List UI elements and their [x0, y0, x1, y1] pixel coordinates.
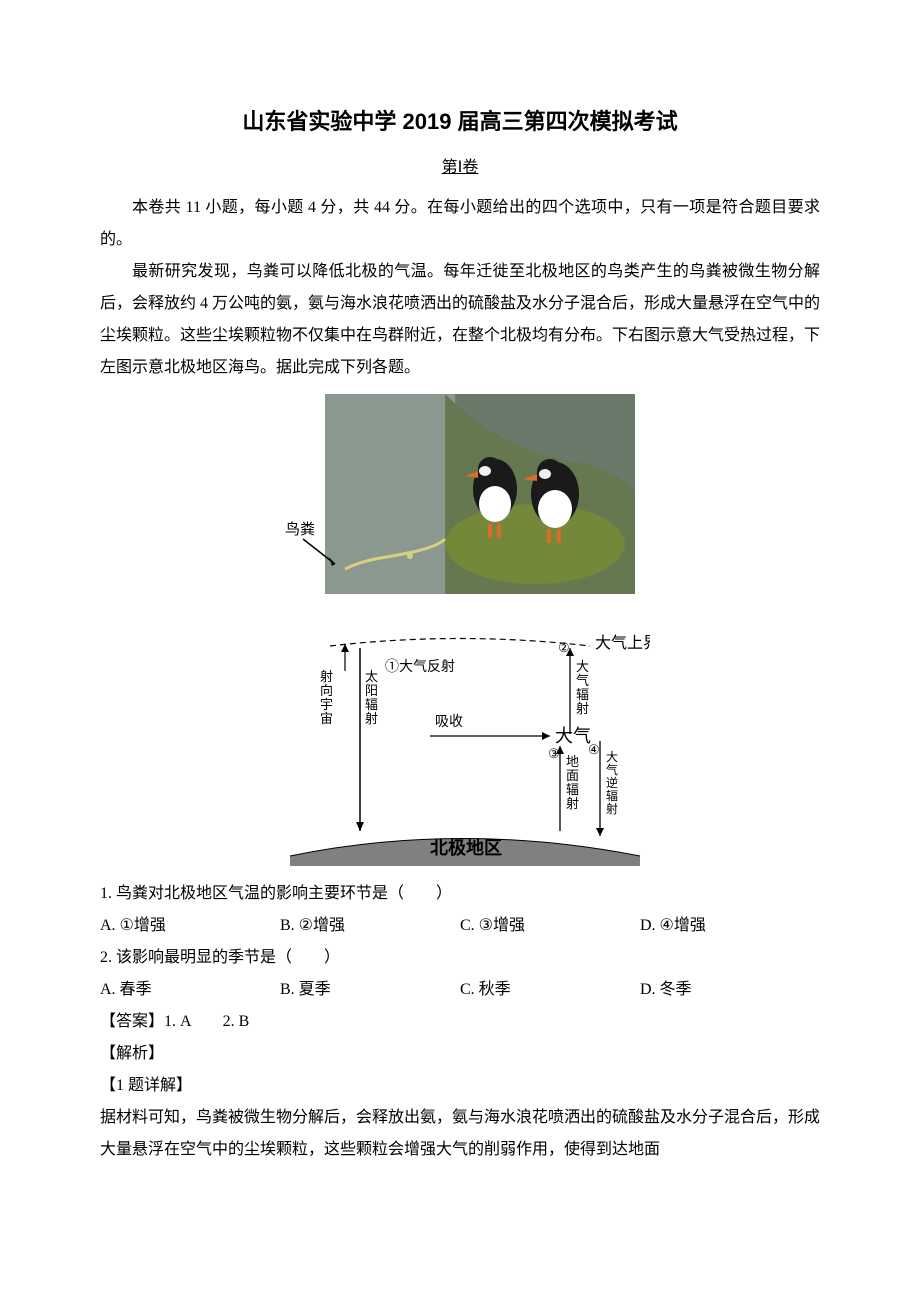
q1-option-a: A. ①增强	[100, 910, 280, 942]
diagram-label-1: ①大气反射	[385, 659, 455, 675]
q1-options: A. ①增强 B. ②增强 C. ③增强 D. ④增强	[100, 910, 820, 942]
q1-option-b: B. ②增强	[280, 910, 460, 942]
section-subtitle: 第Ⅰ卷	[100, 152, 820, 184]
photo-label: 鸟粪	[285, 521, 315, 538]
diagram-atmos-label: 大气	[555, 726, 591, 746]
q2-option-d: D. 冬季	[640, 974, 820, 1006]
q1-option-c: C. ③增强	[460, 910, 640, 942]
diagram-top-boundary: 大气上界	[595, 634, 650, 652]
q1-option-d: D. ④增强	[640, 910, 820, 942]
passage-text: 最新研究发现，鸟粪可以降低北极的气温。每年迁徙至北极地区的鸟类产生的鸟粪被微生物…	[100, 256, 820, 384]
diagram-label-4-prefix: ④	[588, 742, 600, 757]
q1-detail-head: 【1 题详解】	[100, 1070, 820, 1102]
bird-photo-svg: 鸟粪	[285, 394, 635, 614]
atmosphere-diagram-svg: 大气上界 北极地区 大气 射向宇宙 太阳辐射 ①大气反射 吸收	[270, 626, 650, 866]
svg-text:太阳辐射: 太阳辐射	[365, 669, 378, 726]
q1-detail-text: 据材料可知，鸟粪被微生物分解后，会释放出氨，氨与海水浪花喷洒出的硫酸盐及水分子混…	[100, 1102, 820, 1166]
diagram-label-2-prefix: ②	[558, 640, 570, 655]
q2-option-c: C. 秋季	[460, 974, 640, 1006]
q2-stem: 2. 该影响最明显的季节是（ ）	[100, 942, 820, 974]
exam-title: 山东省实验中学 2019 届高三第四次模拟考试	[100, 100, 820, 144]
q1-stem: 1. 鸟粪对北极地区气温的影响主要环节是（ ）	[100, 878, 820, 910]
svg-text:大气逆辐射: 大气逆辐射	[606, 750, 618, 816]
diagram-label-3-prefix: ③	[548, 746, 560, 761]
answer-line: 【答案】1. A 2. B	[100, 1006, 820, 1038]
q2-option-b: B. 夏季	[280, 974, 460, 1006]
figure-container: 鸟粪 大气上界 北极地区 大气 射向宇宙 太阳辐射	[100, 394, 820, 878]
q2-option-a: A. 春季	[100, 974, 280, 1006]
q2-options: A. 春季 B. 夏季 C. 秋季 D. 冬季	[100, 974, 820, 1006]
diagram-left-text: 射向宇宙	[320, 669, 333, 726]
instructions-text: 本卷共 11 小题，每小题 4 分，共 44 分。在每小题给出的四个选项中，只有…	[100, 192, 820, 256]
diagram-label-absorb: 吸收	[435, 714, 463, 730]
svg-text:地面辐射: 地面辐射	[566, 754, 579, 811]
svg-text:大气辐射: 大气辐射	[576, 659, 589, 716]
diagram-ground-label: 北极地区	[430, 837, 502, 858]
analysis-head: 【解析】	[100, 1038, 820, 1070]
